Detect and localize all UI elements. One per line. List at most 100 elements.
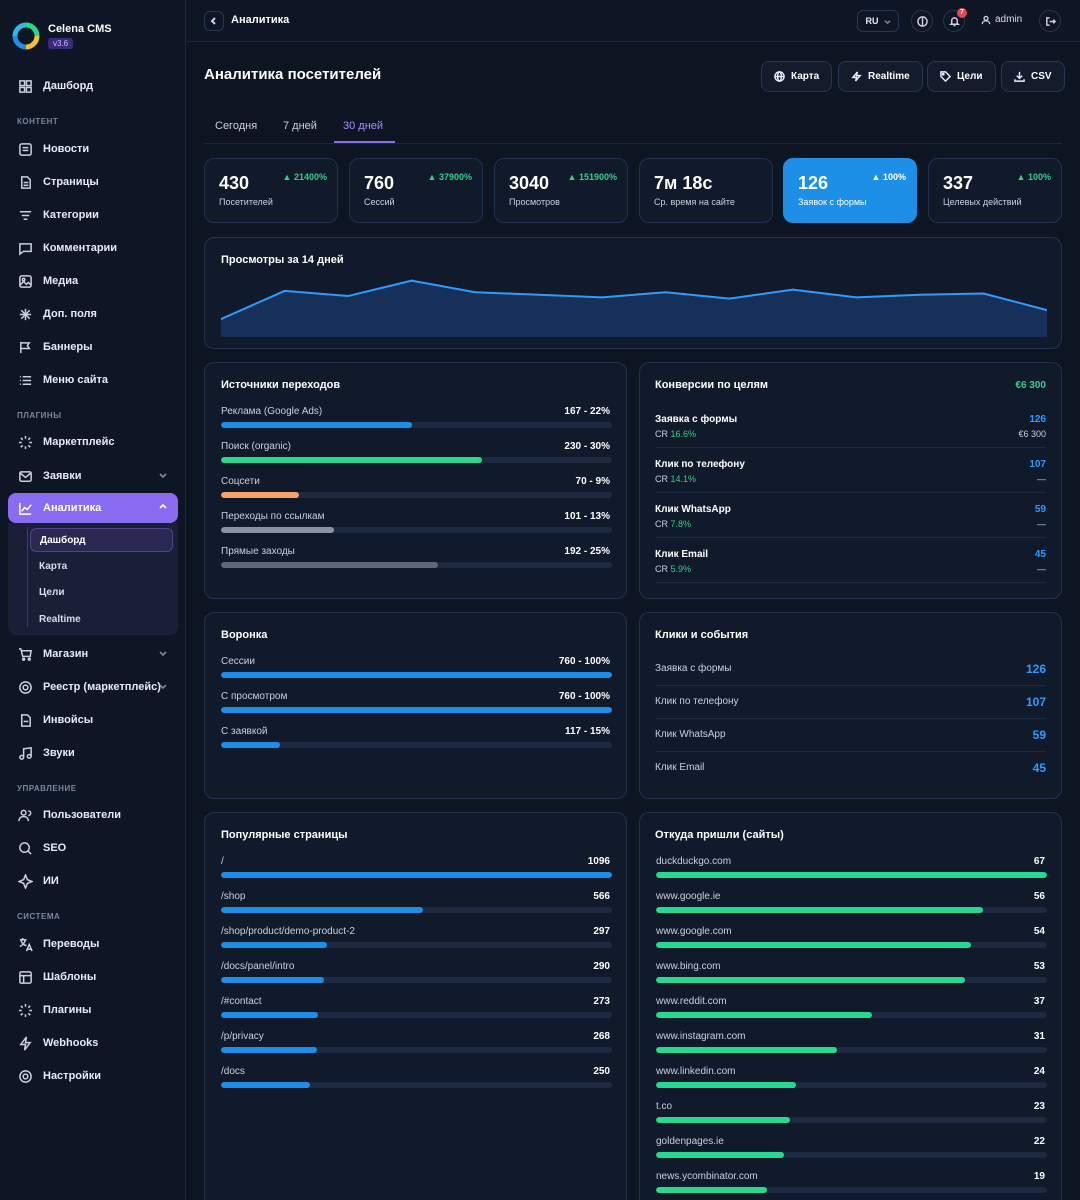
loader-icon bbox=[17, 434, 33, 450]
analytics-submenu: Дашборд Карта Цели Realtime bbox=[8, 523, 178, 635]
tab-30-days[interactable]: 30 дней bbox=[343, 120, 384, 132]
goal-cr: CR 5.9% bbox=[655, 564, 692, 574]
sidebar-item-label: Дашборд bbox=[43, 80, 94, 92]
sidebar-item-users[interactable]: Пользователи bbox=[8, 800, 178, 830]
language-select[interactable]: RU bbox=[857, 10, 899, 32]
sidebar-item-categories[interactable]: Категории bbox=[8, 200, 178, 230]
sidebar-item-label: Меню сайта bbox=[43, 374, 109, 386]
map-button[interactable]: Карта bbox=[761, 61, 833, 92]
sidebar-item-banners[interactable]: Баннеры bbox=[8, 332, 178, 362]
views-data-point bbox=[347, 295, 350, 298]
sidebar-item-dashboard[interactable]: Дашборд bbox=[8, 71, 178, 101]
chevron-left-icon bbox=[210, 17, 216, 25]
goal-count: 59 bbox=[1034, 504, 1046, 515]
back-button[interactable] bbox=[204, 11, 224, 31]
sidebar-item-settings[interactable]: Настройки bbox=[8, 1061, 178, 1091]
bar-fill bbox=[221, 907, 423, 913]
bar-fill bbox=[221, 492, 300, 498]
sidebar-item-seo[interactable]: SEO bbox=[8, 833, 178, 863]
row-label: / bbox=[221, 856, 224, 867]
event-count: 45 bbox=[1032, 761, 1046, 775]
logout-button[interactable] bbox=[1039, 10, 1061, 32]
tab-today[interactable]: Сегодня bbox=[215, 120, 258, 132]
sidebar-item-label: Магазин bbox=[43, 648, 89, 660]
tabs-divider bbox=[204, 143, 1062, 144]
asterisk-icon bbox=[17, 306, 33, 322]
row-label: www.google.com bbox=[656, 926, 732, 937]
sidebar-item-site-menu[interactable]: Меню сайта bbox=[8, 365, 178, 395]
search-icon bbox=[17, 840, 33, 856]
sidebar-item-extra-fields[interactable]: Доп. поля bbox=[8, 299, 178, 329]
bar-track bbox=[656, 907, 1047, 913]
bar-track bbox=[656, 1117, 1047, 1123]
bar-fill bbox=[221, 527, 334, 533]
sidebar-item-invoices[interactable]: Инвойсы bbox=[8, 705, 178, 735]
bar-fill bbox=[221, 707, 612, 713]
active-tab-indicator bbox=[334, 141, 395, 143]
stat-card-form-leads[interactable]: 126 Заявок с формы ▲ 100% bbox=[783, 158, 917, 223]
bar-fill bbox=[221, 1082, 311, 1088]
row-value: 230 - 30% bbox=[564, 441, 610, 452]
sidebar-item-templates[interactable]: Шаблоны bbox=[8, 962, 178, 992]
views-data-point bbox=[855, 296, 858, 299]
bar-fill bbox=[656, 1187, 767, 1193]
sidebar-item-label: Страницы bbox=[43, 176, 99, 188]
row-value: 24 bbox=[1033, 1066, 1045, 1077]
panel-title: Воронка bbox=[221, 629, 268, 641]
submenu-item-dashboard[interactable]: Дашборд bbox=[30, 528, 173, 552]
goal-name: Клик Email bbox=[655, 549, 709, 560]
row-value: 67 bbox=[1033, 856, 1045, 867]
row-divider bbox=[655, 492, 1046, 493]
row-label: www.google.ie bbox=[656, 891, 721, 902]
sidebar-item-plugins[interactable]: Плагины bbox=[8, 995, 178, 1025]
realtime-button[interactable]: Realtime bbox=[838, 61, 923, 92]
sidebar-item-label: Реестр (маркетплейс) bbox=[43, 681, 161, 693]
sidebar-item-registry[interactable]: Реестр (маркетплейс) bbox=[8, 672, 178, 702]
user-icon bbox=[981, 15, 991, 24]
goal-name: Клик WhatsApp bbox=[655, 504, 731, 515]
row-label: /docs/panel/intro bbox=[221, 961, 295, 972]
brand[interactable]: Celena CMS v3.6 bbox=[12, 22, 112, 50]
users-icon bbox=[17, 807, 33, 823]
image-icon bbox=[17, 273, 33, 289]
goals-button[interactable]: Цели bbox=[927, 61, 996, 92]
row-value: 101 - 13% bbox=[564, 511, 610, 522]
sidebar-item-sounds[interactable]: Звуки bbox=[8, 738, 178, 768]
bar-track bbox=[656, 872, 1047, 878]
submenu-item-goals[interactable]: Цели bbox=[39, 586, 65, 598]
chevron-up-icon bbox=[158, 502, 168, 512]
sidebar-item-pages[interactable]: Страницы bbox=[8, 167, 178, 197]
stat-change: ▲ 100% bbox=[871, 172, 906, 182]
sidebar-item-news[interactable]: Новости bbox=[8, 134, 178, 164]
row-label: www.reddit.com bbox=[656, 996, 727, 1007]
sidebar-item-shop[interactable]: Магазин bbox=[8, 639, 178, 669]
submenu-item-realtime[interactable]: Realtime bbox=[39, 613, 81, 625]
cart-icon bbox=[17, 646, 33, 662]
sidebar-item-ai[interactable]: ИИ bbox=[8, 866, 178, 896]
sidebar-item-media[interactable]: Медиа bbox=[8, 266, 178, 296]
sidebar-item-marketplace[interactable]: Маркетплейс bbox=[8, 427, 178, 457]
notifications-button[interactable]: 7 bbox=[943, 8, 967, 32]
stat-value: 760 bbox=[364, 173, 395, 193]
event-count: 107 bbox=[1025, 695, 1046, 709]
goal-cr-value: 14.1% bbox=[670, 474, 697, 484]
csv-button[interactable]: CSV bbox=[1001, 61, 1065, 92]
sidebar-item-webhooks[interactable]: Webhooks bbox=[8, 1028, 178, 1058]
submenu-item-map[interactable]: Карта bbox=[39, 560, 68, 572]
row-label: Соцсети bbox=[221, 476, 260, 487]
bar-track bbox=[656, 1187, 1047, 1193]
event-label: Клик Email bbox=[655, 762, 705, 773]
sidebar-item-translations[interactable]: Переводы bbox=[8, 929, 178, 959]
sidebar-item-analytics[interactable]: Аналитика bbox=[8, 493, 178, 523]
popular-pages-panel: Популярные страницы / 1096/shop 566/shop/p… bbox=[204, 812, 627, 1200]
invoice-icon bbox=[17, 712, 33, 728]
bar-track bbox=[221, 1012, 612, 1018]
views-data-point bbox=[537, 293, 540, 296]
row-label: /#contact bbox=[221, 996, 262, 1007]
tab-7-days[interactable]: 7 дней bbox=[283, 120, 317, 132]
theme-toggle-button[interactable] bbox=[911, 10, 933, 32]
goal-cr-value: 16.6% bbox=[670, 429, 697, 439]
user-menu[interactable]: admin bbox=[981, 14, 1022, 25]
sidebar-item-comments[interactable]: Комментарии bbox=[8, 233, 178, 263]
sidebar-item-requests[interactable]: Заявки bbox=[8, 461, 178, 491]
